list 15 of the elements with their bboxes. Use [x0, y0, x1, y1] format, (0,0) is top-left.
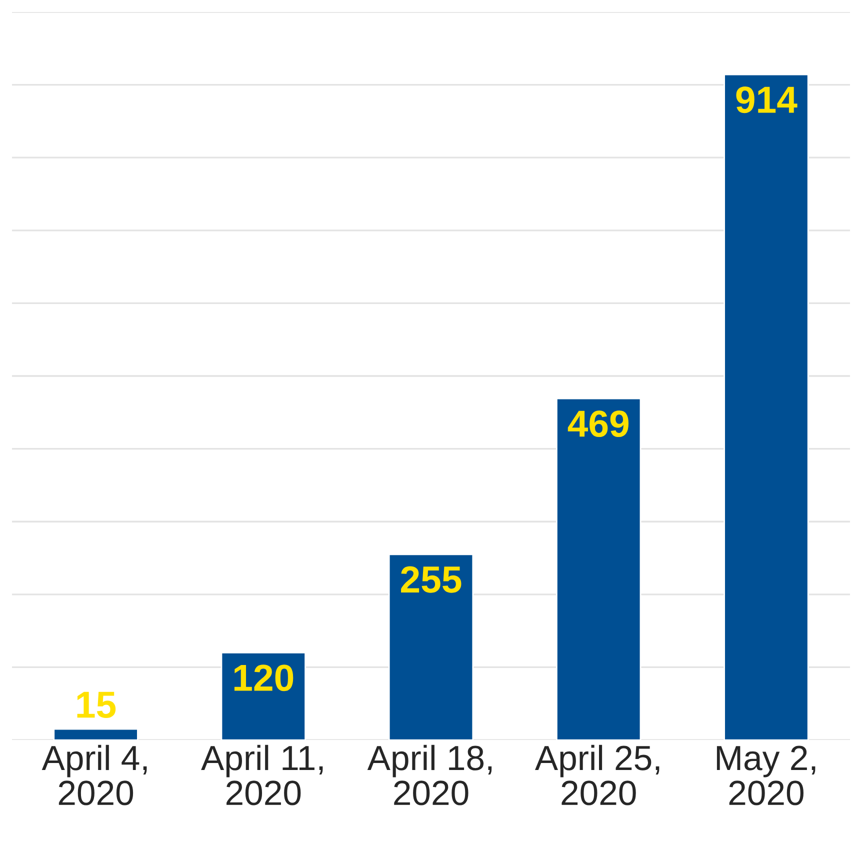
bar: [53, 728, 138, 740]
bar: [724, 74, 809, 740]
data-label: 469: [568, 410, 628, 438]
data-label: 15: [77, 692, 116, 718]
x-tick-label: April 25, 2020: [534, 744, 660, 806]
x-tick-label: May 2, 2020: [716, 746, 816, 806]
data-label: 255: [401, 566, 462, 593]
data-label: 914: [736, 86, 798, 114]
data-label: 120: [234, 664, 294, 692]
x-tick-label: April 18, 2020: [367, 744, 492, 806]
x-tick-label: April 4, 2020: [42, 744, 147, 806]
bar: [220, 652, 306, 740]
bar: [556, 398, 642, 740]
x-tick-label: April 11, 2020: [201, 744, 323, 806]
bar: [388, 554, 474, 740]
